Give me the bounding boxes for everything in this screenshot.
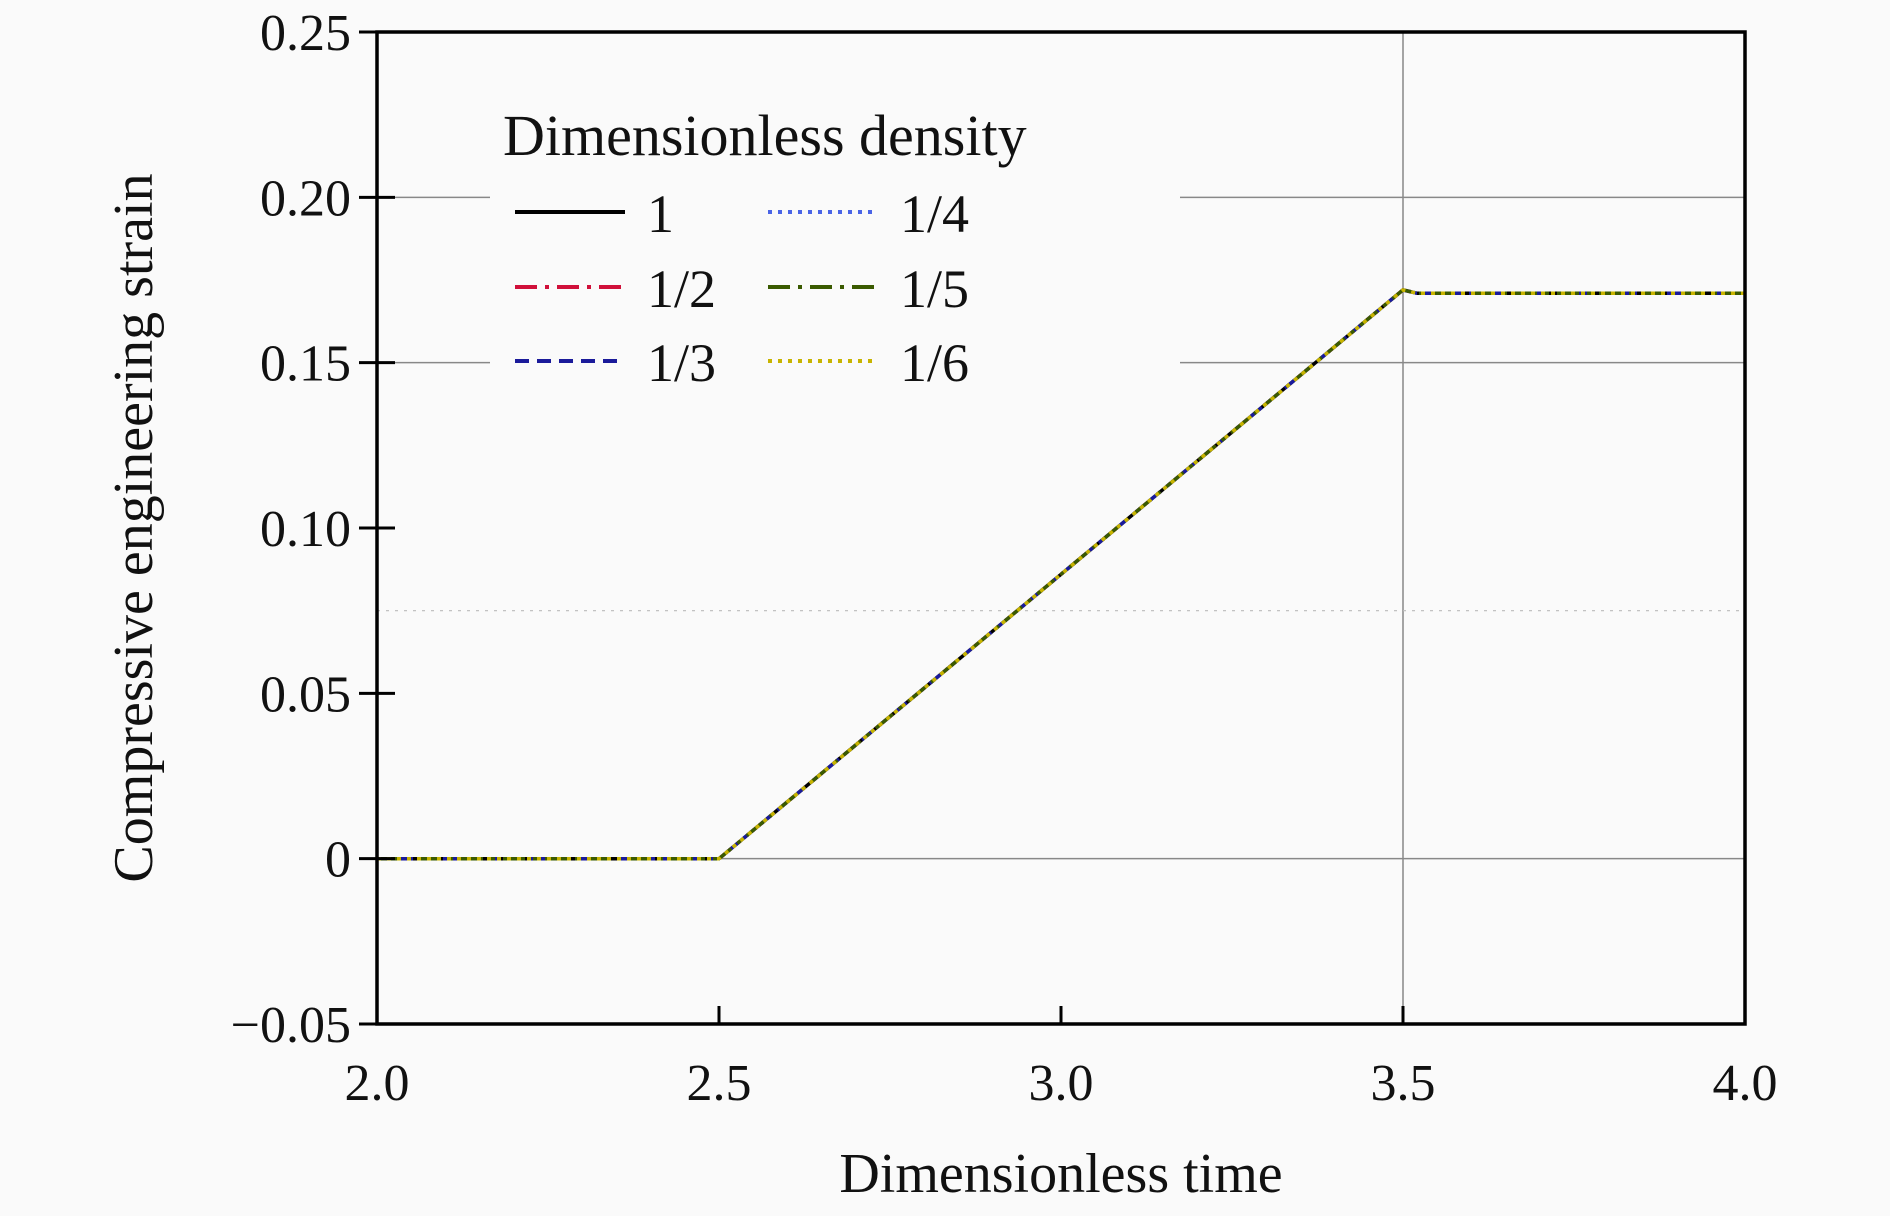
series-line-6: [377, 288, 1745, 861]
legend-label-3: 1/3: [647, 333, 716, 393]
y-tick-label: 0.05: [260, 666, 351, 723]
x-tick-label: 3.0: [1029, 1055, 1094, 1112]
x-axis-title: Dimensionless time: [839, 1143, 1282, 1205]
legend-label-1: 1: [647, 184, 674, 244]
legend-background: [490, 95, 1180, 395]
y-axis-title: Compressive engineering strain: [103, 173, 165, 882]
legend-title: Dimensionless density: [503, 103, 1027, 168]
series-layer: [377, 288, 1745, 861]
y-tick-label: 0.15: [260, 336, 351, 393]
legend-label-5: 1/5: [900, 259, 969, 319]
legend-label-6: 1/6: [900, 333, 969, 393]
y-tick-label: 0: [325, 832, 351, 889]
legend: Dimensionless density 1 1/2 1/3 1/4 1/5 1/6: [490, 95, 1180, 395]
y-tick-label: −0.05: [231, 997, 351, 1054]
x-tick-label: 4.0: [1713, 1055, 1778, 1112]
x-tick-label: 3.5: [1371, 1055, 1436, 1112]
x-tick-label: 2.5: [687, 1055, 752, 1112]
legend-label-4: 1/4: [900, 184, 969, 244]
legend-label-2: 1/2: [647, 259, 716, 319]
y-tick-label: 0.20: [260, 170, 351, 227]
y-tick-label: 0.10: [260, 501, 351, 558]
x-tick-label: 2.0: [345, 1055, 410, 1112]
y-tick-label: 0.25: [260, 5, 351, 62]
tick-layer: 2.0 2.5 3.0 3.5 4.0 −0.05 0 0.05 0.10 0.15 0.20 0.2…: [231, 5, 1778, 1112]
